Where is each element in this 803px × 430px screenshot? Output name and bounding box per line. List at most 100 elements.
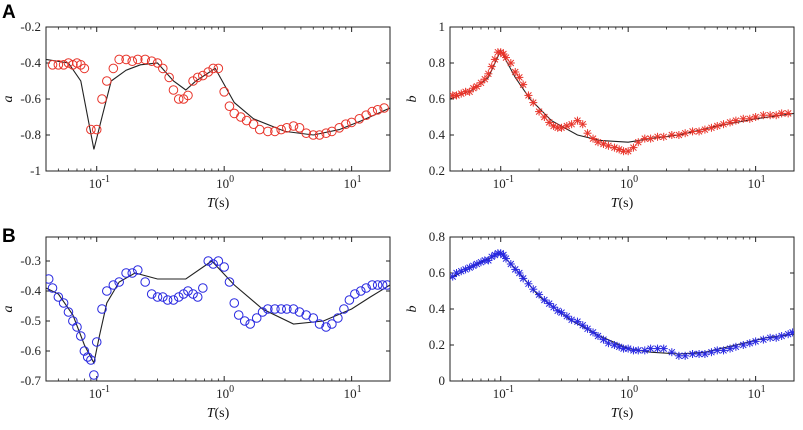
data-point [75,331,86,341]
data-point-stroke [668,348,676,356]
data-point [545,299,554,308]
data-point [263,304,273,314]
data-point-stroke [579,321,587,329]
data-point [288,304,299,314]
data-point [777,332,786,340]
data-point [208,63,218,74]
x-tick-label: 10-1 [493,174,514,191]
data-point [667,348,676,357]
fit-line [450,252,794,355]
data-point [254,124,265,135]
data-point [745,339,754,348]
data-point [158,63,168,74]
data-point-stroke [634,138,642,146]
y-tick-label: 0.4 [429,127,446,142]
data-point-stroke [605,339,612,347]
data-point-stroke [525,92,532,99]
data-point-stroke [668,131,676,139]
data-point [213,63,224,74]
data-point [674,131,683,139]
data-point-stroke [525,280,532,288]
data-point [203,256,214,266]
x-tick-label: 10-1 [89,384,110,401]
data-point [355,286,366,296]
data-point [86,355,96,365]
data-point [233,310,244,320]
data-point-stroke [624,345,632,352]
data-point-stroke [574,318,581,325]
data-point-stroke [535,108,543,115]
y-tick-label: 0 [439,373,446,388]
data-point [333,313,343,323]
data-point-stroke [481,75,489,83]
chart-a-right: 1 0.8 0.6 0.4 0.2 10-1 100 101 T(s) b [405,19,795,211]
y-tick-label: 0.2 [429,163,445,178]
data-point-stroke [550,303,557,311]
data-point [314,319,325,329]
data-point-stroke [654,133,661,141]
data-point [484,69,493,78]
data-point-stroke [589,329,597,336]
data-point [784,109,793,118]
data-point [731,342,740,351]
data-point [192,72,203,83]
data-point-stroke [732,343,740,351]
data-point [759,335,768,344]
data-point [308,313,319,323]
x-tick-label: 10-1 [493,384,514,401]
x-tick-label: 101 [344,384,362,401]
data-point [634,138,643,147]
data-point-stroke [713,347,721,354]
data-point-stroke [507,260,515,268]
data-point-stroke [594,332,602,340]
data-point-stroke [502,54,510,61]
data-point [594,138,603,147]
data-point [263,126,273,137]
data-point [501,53,510,62]
data-point-stroke [529,99,537,106]
data-point [695,350,704,358]
data-point [108,280,119,290]
data-point [731,116,740,125]
data-point-stroke [789,330,794,336]
data-point [751,337,760,346]
data-point [506,59,515,67]
chart-b-right: 0.8 0.6 0.4 0.2 0 10-1 100 101 T(s) b [405,229,795,421]
data-point-stroke [519,275,527,282]
data-point-stroke [766,111,774,119]
data-point [314,130,325,140]
data-point [700,350,709,358]
data-point-stroke [500,251,507,259]
data-point [282,304,292,314]
data-point-stroke [511,68,519,76]
data-point [519,274,528,283]
data-point [276,304,286,314]
data-point [89,370,99,380]
plot-area [46,54,390,150]
y-tick-label: 0.6 [429,265,446,280]
y-tick-label: 1 [439,19,446,34]
data-point [58,60,69,70]
data-point-stroke [529,285,537,293]
data-point-stroke [545,300,553,307]
x-tick-label: 10-1 [89,174,110,191]
data-point [188,289,198,299]
data-point-stroke [584,129,591,137]
data-point [97,304,107,314]
data-point [108,63,119,74]
data-point-stroke [615,146,623,153]
data-point [589,328,598,337]
data-point-stroke [568,120,575,128]
data-point [91,337,102,347]
data-point [487,62,496,71]
data-point-stroke [574,117,581,124]
data-point [469,84,478,93]
data-point [372,105,383,115]
data-point-stroke [589,135,597,142]
data-point-stroke [701,126,709,133]
x-tick-label: 100 [620,174,638,191]
data-point [334,123,345,133]
data-point-stroke [630,347,637,354]
data-point-stroke [491,56,499,63]
data-point [465,87,474,96]
